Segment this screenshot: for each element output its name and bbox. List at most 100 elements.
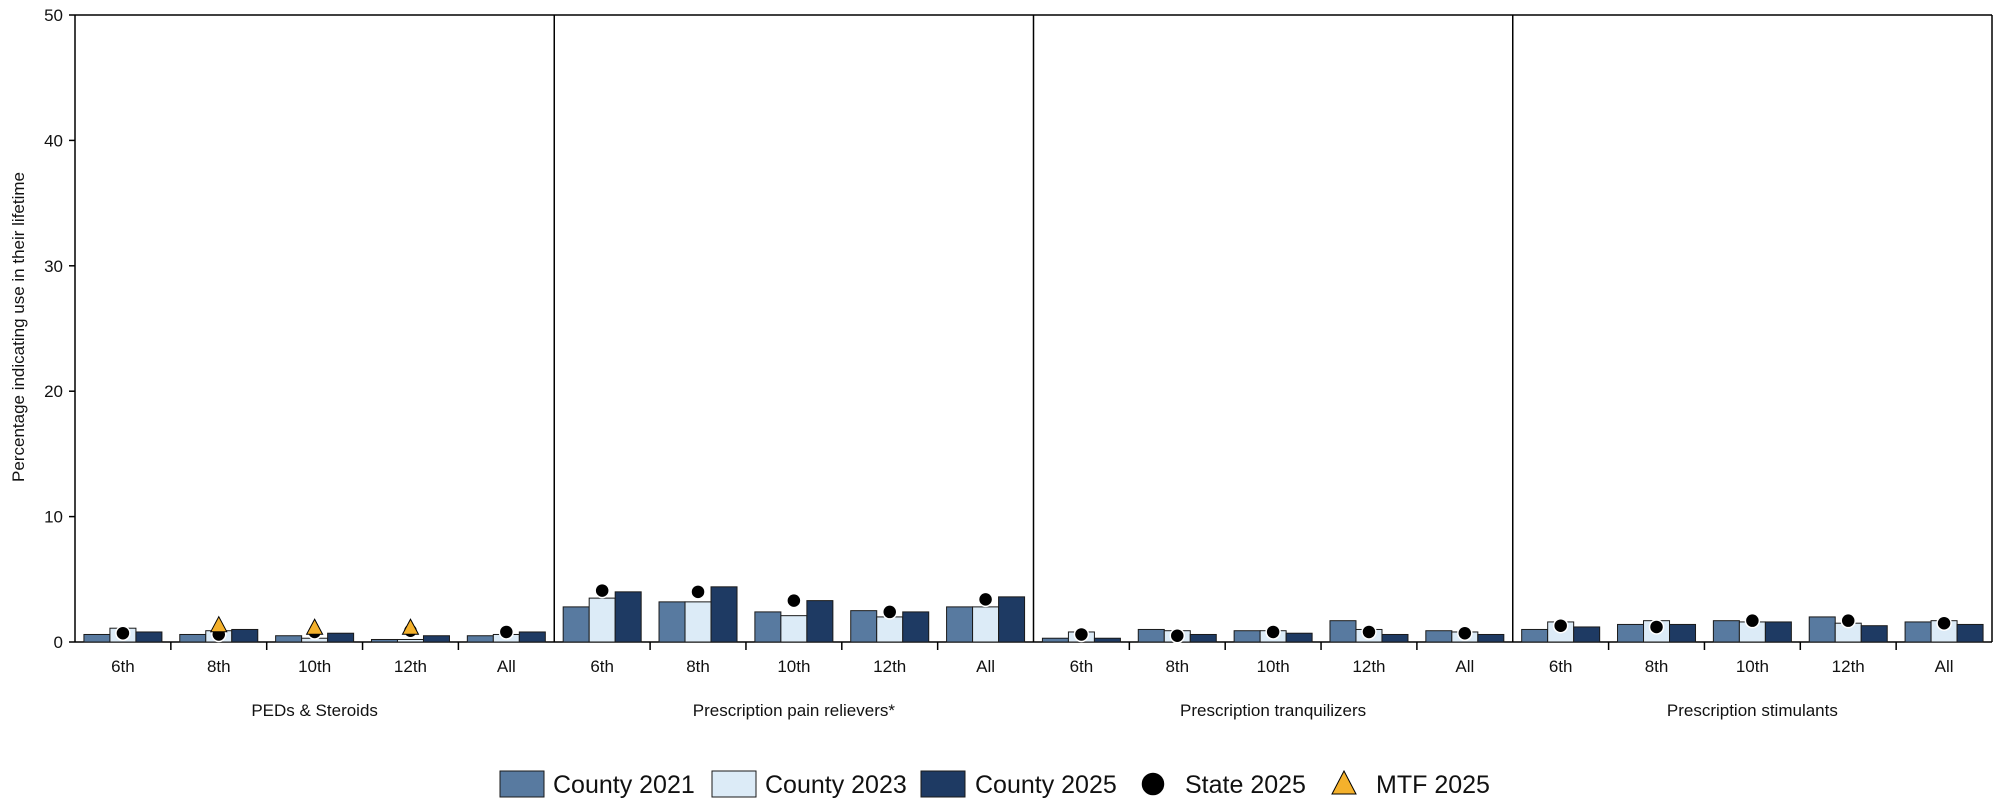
bar — [1860, 625, 1888, 643]
bar — [614, 591, 642, 643]
bar — [1617, 623, 1645, 643]
y-tick-label: 50 — [44, 6, 63, 25]
bar — [466, 635, 494, 643]
state-marker — [786, 592, 802, 609]
bar — [135, 631, 163, 643]
bar — [1041, 637, 1069, 643]
bar — [1137, 628, 1165, 643]
bar — [902, 611, 930, 643]
state-marker — [1648, 619, 1665, 635]
x-tick-label: 10th — [777, 657, 810, 676]
state-marker — [1265, 624, 1281, 640]
bar — [231, 628, 259, 643]
state-marker — [115, 625, 131, 641]
bar — [327, 632, 355, 643]
y-axis-title: Percentage indicating use in their lifet… — [9, 172, 28, 482]
bar — [1764, 621, 1792, 643]
group-label: Prescription tranquilizers — [1180, 701, 1366, 720]
bar — [275, 635, 303, 643]
x-tick-label: 10th — [1736, 657, 1769, 676]
bar — [998, 596, 1026, 643]
bar — [518, 631, 546, 643]
group-label: PEDs & Steroids — [251, 701, 378, 720]
y-tick-label: 30 — [44, 257, 63, 276]
bar — [684, 601, 712, 643]
legend-label: County 2021 — [553, 771, 695, 799]
y-tick-label: 10 — [44, 508, 63, 527]
bar — [588, 597, 616, 643]
legend-label: MTF 2025 — [1376, 771, 1490, 799]
x-tick-label: 10th — [1257, 657, 1290, 676]
bar — [780, 615, 808, 643]
bar — [83, 633, 111, 643]
state-marker — [690, 584, 706, 600]
bar — [946, 606, 974, 643]
bar — [1189, 633, 1217, 643]
y-tick-label: 40 — [44, 131, 63, 150]
bar — [1285, 632, 1313, 643]
x-tick-label: 8th — [207, 657, 231, 676]
x-tick-label: All — [1935, 657, 1954, 676]
legend-label: County 2023 — [765, 771, 907, 799]
legend-swatch — [1140, 771, 1166, 797]
x-tick-label: 6th — [590, 657, 614, 676]
x-tick-label: 10th — [298, 657, 331, 676]
x-tick-label: All — [1455, 657, 1474, 676]
bar — [422, 635, 450, 643]
legend-swatch — [1331, 769, 1357, 795]
bar — [1477, 633, 1505, 643]
bar — [1712, 620, 1740, 643]
x-tick-label: 6th — [111, 657, 135, 676]
bar — [1956, 623, 1984, 643]
x-tick-label: 12th — [1352, 657, 1385, 676]
bar — [1329, 620, 1357, 643]
bar — [972, 606, 1000, 643]
state-marker — [1840, 612, 1856, 629]
x-tick-label: All — [497, 657, 516, 676]
x-tick-label: 12th — [394, 657, 427, 676]
group-label: Prescription stimulants — [1667, 701, 1838, 720]
bar — [1233, 630, 1261, 643]
state-marker — [881, 604, 898, 620]
state-marker — [1169, 627, 1186, 644]
state-marker — [1361, 624, 1377, 640]
state-marker — [1936, 615, 1952, 631]
bar — [876, 616, 904, 643]
state-marker — [498, 624, 515, 640]
x-tick-label: All — [976, 657, 995, 676]
x-tick-label: 8th — [1645, 657, 1669, 676]
bar — [806, 600, 834, 643]
legend: County 2021 County 2023 County 2025 State 2… — [499, 769, 1490, 799]
state-marker — [1552, 617, 1569, 634]
legend-swatch — [920, 770, 966, 798]
y-tick-label: 0 — [54, 633, 63, 652]
state-marker — [1073, 626, 1090, 643]
bar — [658, 601, 686, 643]
bar — [370, 638, 398, 643]
x-tick-label: 8th — [1165, 657, 1189, 676]
bar — [1425, 630, 1453, 643]
plot-area: 0 10 20 30 40 50 PEDs & Steroids 6th 8th 10th 12th… — [44, 6, 1993, 720]
mtf-marker — [401, 618, 420, 635]
bar — [1381, 633, 1409, 643]
x-tick-label: 12th — [1832, 657, 1865, 676]
state-marker — [1744, 612, 1761, 629]
bar — [850, 610, 878, 643]
state-marker — [594, 582, 610, 599]
bar — [396, 638, 424, 643]
bar — [179, 633, 207, 643]
bar — [1669, 623, 1697, 643]
x-tick-label: 6th — [1070, 657, 1094, 676]
group-label: Prescription pain relievers* — [693, 701, 896, 720]
bar — [710, 586, 738, 643]
bar — [1573, 626, 1601, 643]
bar — [562, 606, 590, 643]
legend-swatch — [711, 770, 757, 798]
bar — [1904, 621, 1932, 643]
x-tick-label: 8th — [686, 657, 710, 676]
x-tick-label: 12th — [873, 657, 906, 676]
legend-label: County 2025 — [975, 771, 1117, 799]
legend-swatch — [499, 770, 545, 798]
state-marker — [977, 591, 994, 608]
